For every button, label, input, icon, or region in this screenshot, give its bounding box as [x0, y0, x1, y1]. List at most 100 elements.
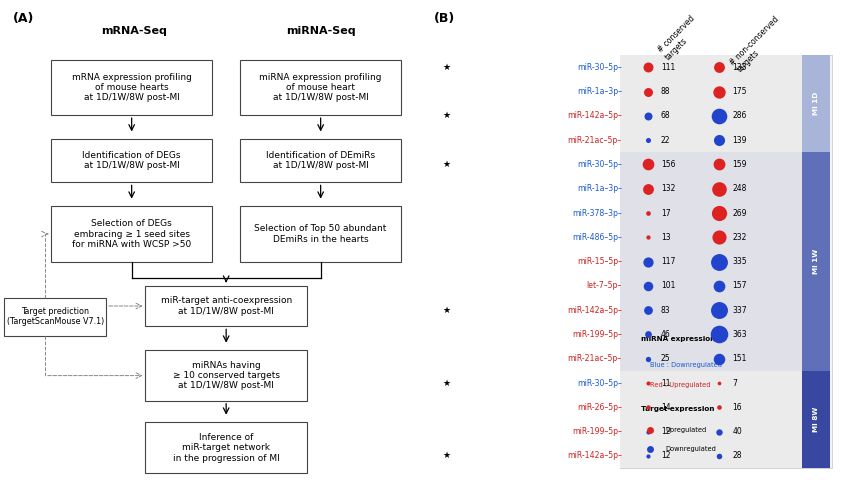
Text: miRNA-Seq: miRNA-Seq — [286, 26, 355, 36]
Text: 175: 175 — [733, 87, 746, 96]
Text: Identification of DEGs
at 1D/1W/8W post-MI: Identification of DEGs at 1D/1W/8W post-… — [82, 151, 181, 170]
Text: miR-142a–5p–: miR-142a–5p– — [567, 111, 622, 120]
Text: miR-21ac–5p–: miR-21ac–5p– — [568, 354, 622, 363]
FancyBboxPatch shape — [51, 60, 213, 115]
Text: Target expression: Target expression — [642, 406, 715, 411]
Text: 157: 157 — [733, 281, 746, 290]
Text: 232: 232 — [733, 233, 746, 242]
Point — [712, 452, 726, 460]
Text: 269: 269 — [733, 208, 746, 217]
Text: miR-142a–5p–: miR-142a–5p– — [567, 451, 622, 460]
Text: mRNA expression profiling
of mouse hearts
at 1D/1W/8W post-MI: mRNA expression profiling of mouse heart… — [72, 72, 191, 103]
Text: 286: 286 — [733, 111, 746, 120]
FancyBboxPatch shape — [51, 139, 213, 182]
Point — [712, 161, 726, 168]
Point — [712, 63, 726, 71]
Point — [641, 331, 655, 338]
Text: Selection of Top 50 abundant
DEmiRs in the hearts: Selection of Top 50 abundant DEmiRs in t… — [255, 224, 387, 244]
Point — [712, 331, 726, 338]
Text: 11: 11 — [661, 379, 670, 387]
FancyBboxPatch shape — [801, 371, 830, 468]
FancyBboxPatch shape — [146, 422, 307, 473]
Point — [712, 258, 726, 265]
Text: ★: ★ — [443, 379, 450, 387]
FancyBboxPatch shape — [51, 206, 213, 262]
Text: MI 1D: MI 1D — [813, 92, 819, 115]
Point — [641, 282, 655, 290]
Text: 14: 14 — [661, 403, 670, 412]
Text: # conserved
targets: # conserved targets — [656, 14, 704, 62]
Text: 101: 101 — [661, 281, 675, 290]
Text: 12: 12 — [661, 427, 670, 436]
Text: 117: 117 — [661, 257, 675, 266]
Text: miR-199–5p–: miR-199–5p– — [572, 330, 622, 339]
Text: miR-26–5p–: miR-26–5p– — [577, 403, 622, 412]
Text: miR-1a–3p–: miR-1a–3p– — [577, 87, 622, 96]
FancyBboxPatch shape — [240, 60, 402, 115]
Text: miR-30–5p–: miR-30–5p– — [577, 379, 622, 387]
Point — [641, 88, 655, 96]
Point — [641, 185, 655, 192]
Text: 337: 337 — [733, 306, 747, 315]
Text: miR-199–5p–: miR-199–5p– — [572, 427, 622, 436]
Text: Selection of DEGs
embracing ≥ 1 seed sites
for miRNA with WCSP >50: Selection of DEGs embracing ≥ 1 seed sit… — [72, 219, 191, 249]
Text: 68: 68 — [661, 111, 670, 120]
Point — [644, 445, 657, 453]
Point — [712, 282, 726, 290]
Text: let-7–5p–: let-7–5p– — [587, 281, 622, 290]
Text: miR-486–5p–: miR-486–5p– — [572, 233, 622, 242]
Text: 16: 16 — [733, 403, 742, 412]
FancyBboxPatch shape — [801, 55, 830, 152]
Text: # non-conserved
targets: # non-conserved targets — [728, 14, 788, 74]
Text: 132: 132 — [661, 184, 675, 193]
Text: 13: 13 — [661, 233, 670, 242]
Text: 7: 7 — [733, 379, 737, 387]
Point — [712, 306, 726, 314]
Text: 133: 133 — [733, 63, 746, 72]
Text: (A): (A) — [13, 12, 34, 25]
Point — [641, 452, 655, 460]
Text: miR-30–5p–: miR-30–5p– — [577, 160, 622, 169]
Text: ★: ★ — [443, 451, 450, 460]
Text: miRNA expression profiling
of mouse heart
at 1D/1W/8W post-MI: miRNA expression profiling of mouse hear… — [259, 72, 382, 103]
Point — [712, 233, 726, 241]
Point — [641, 355, 655, 362]
Point — [641, 404, 655, 411]
Text: Upregulated: Upregulated — [665, 427, 706, 432]
Point — [712, 404, 726, 411]
Point — [641, 136, 655, 144]
Text: miR-30–5p–: miR-30–5p– — [577, 63, 622, 72]
Text: 25: 25 — [661, 354, 670, 363]
Text: Downregulated: Downregulated — [665, 446, 716, 452]
Point — [641, 233, 655, 241]
Text: 156: 156 — [661, 160, 675, 169]
Text: 17: 17 — [661, 208, 670, 217]
Text: miR-15–5p–: miR-15–5p– — [577, 257, 622, 266]
Point — [712, 355, 726, 362]
Point — [712, 112, 726, 120]
Text: 159: 159 — [733, 160, 746, 169]
Point — [712, 185, 726, 192]
Text: 83: 83 — [661, 306, 670, 315]
Text: 151: 151 — [733, 354, 746, 363]
Point — [641, 258, 655, 265]
Text: miR-1a–3p–: miR-1a–3p– — [577, 184, 622, 193]
Point — [641, 379, 655, 387]
Point — [712, 136, 726, 144]
Text: ★: ★ — [443, 160, 450, 169]
Text: 28: 28 — [733, 451, 742, 460]
Text: 139: 139 — [733, 136, 746, 144]
Text: Identification of DEmiRs
at 1D/1W/8W post-MI: Identification of DEmiRs at 1D/1W/8W pos… — [266, 151, 375, 170]
FancyBboxPatch shape — [4, 298, 106, 336]
FancyBboxPatch shape — [619, 55, 832, 468]
Text: 46: 46 — [661, 330, 671, 339]
Text: 335: 335 — [733, 257, 747, 266]
Point — [641, 428, 655, 435]
Text: MI 1W: MI 1W — [813, 249, 819, 274]
Text: Inference of
miR-target network
in the progression of MI: Inference of miR-target network in the p… — [172, 432, 280, 463]
Text: miR-142a–5p–: miR-142a–5p– — [567, 306, 622, 315]
Text: miR-21ac–5p–: miR-21ac–5p– — [568, 136, 622, 144]
FancyBboxPatch shape — [240, 139, 402, 182]
Text: ★: ★ — [443, 306, 450, 315]
FancyBboxPatch shape — [240, 206, 402, 262]
